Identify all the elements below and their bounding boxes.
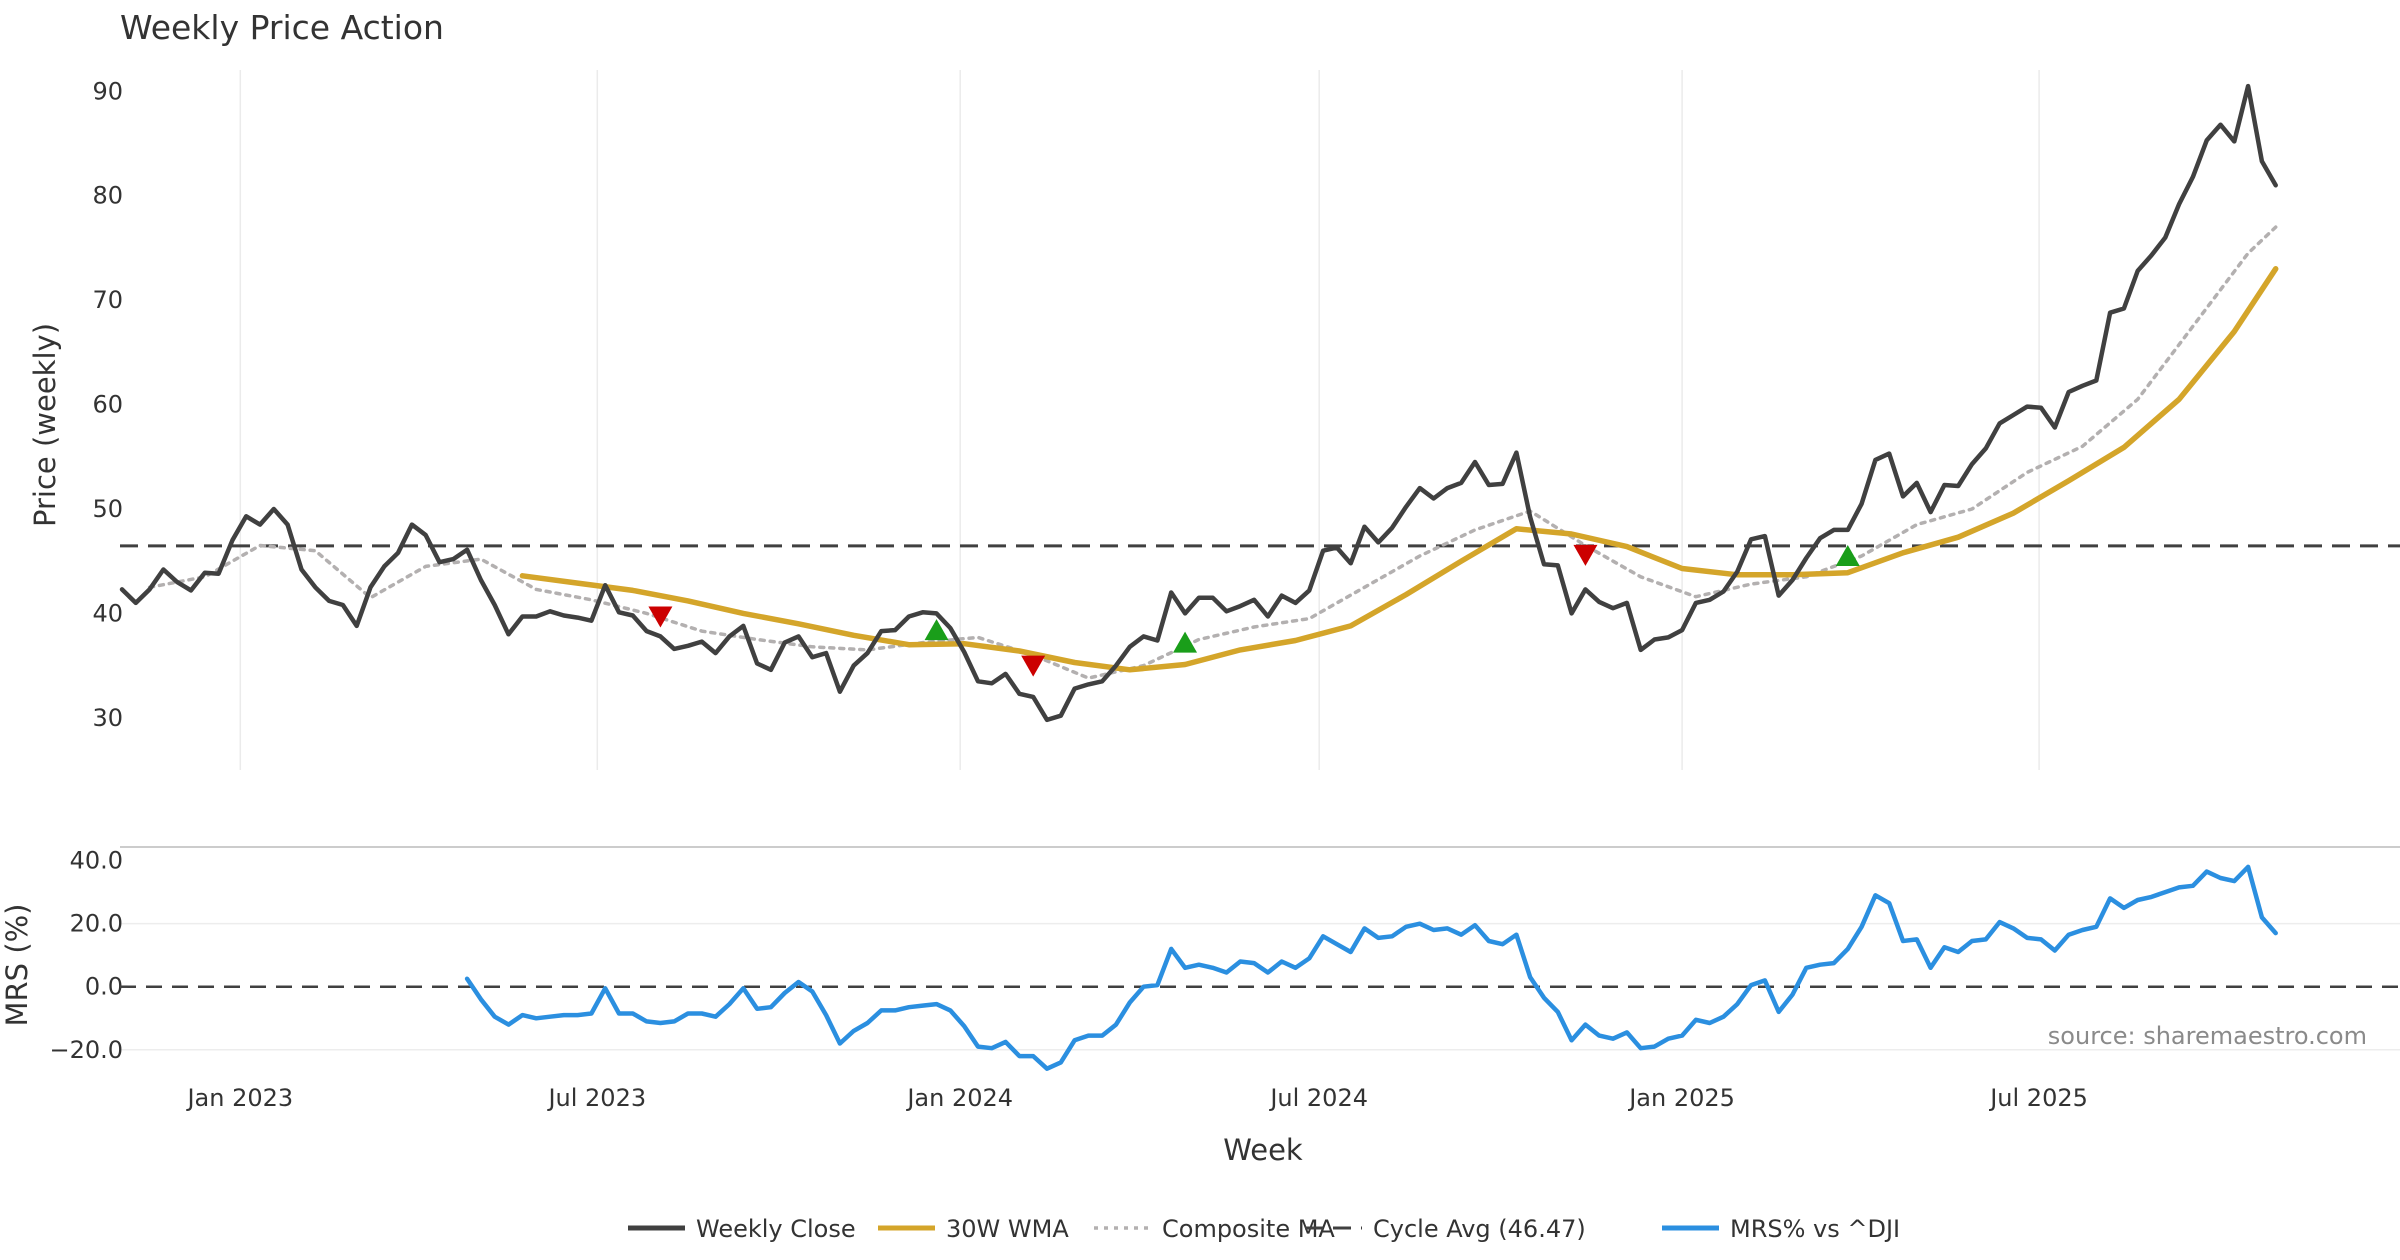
sell-signal-marker-3	[1573, 544, 1598, 566]
price-y-tick-50: 50	[92, 495, 123, 523]
chart-title: Weekly Price Action	[120, 8, 444, 47]
x-tick-label-jan-2023: Jan 2023	[185, 1084, 293, 1112]
legend: Weekly Close 30W WMA Composite MA Cycle Avg…	[628, 1215, 1900, 1243]
price-y-tick-30: 30	[92, 704, 123, 732]
price-y-tick-70: 70	[92, 286, 123, 314]
mrs-panel: −20.0 0.0 20.0 40.0	[49, 846, 2400, 1071]
mrs-y-tick-20-0: 20.0	[70, 910, 123, 938]
price-panel: 30 40 50 60 70 80 90	[92, 70, 2400, 770]
price-y-tick-60: 60	[92, 391, 123, 419]
mrs-y-tick-40-0: 40.0	[70, 847, 123, 875]
series-line-30w-wma	[519, 266, 2279, 673]
legend-label-30w-wma: 30W WMA	[946, 1215, 1069, 1243]
x-axis-label: Week	[1223, 1133, 1303, 1167]
price-y-tick-80: 80	[92, 182, 123, 210]
source-label: source: sharemaestro.com	[2048, 1022, 2367, 1050]
mrs-y-tick-0-0: 0.0	[85, 973, 123, 1001]
series-line-mrs-vs-dji	[464, 864, 2278, 1071]
legend-label-mrs-vs-dji: MRS% vs ^DJI	[1730, 1215, 1900, 1243]
legend-label-cycle-avg-46-47: Cycle Avg (46.47)	[1373, 1215, 1586, 1243]
x-axis-ticks: Jan 2023 Jul 2023 Jan 2024 Jul 2024 Jan 2025…	[185, 1084, 2087, 1112]
price-y-tick-90: 90	[92, 77, 123, 105]
legend-label-weekly-close: Weekly Close	[696, 1215, 856, 1243]
x-tick-label-jan-2024: Jan 2024	[905, 1084, 1013, 1112]
price-y-tick-40: 40	[92, 599, 123, 627]
x-tick-label-jul-2023: Jul 2023	[546, 1084, 646, 1112]
x-tick-label-jul-2025: Jul 2025	[1988, 1084, 2088, 1112]
mrs-y-axis-label: MRS (%)	[0, 904, 34, 1027]
price-y-axis-label: Price (weekly)	[28, 323, 62, 527]
series-line-composite-ma	[147, 225, 2278, 680]
x-tick-label-jan-2025: Jan 2025	[1627, 1084, 1735, 1112]
sell-signal-marker-2	[1021, 655, 1046, 677]
mrs-y-tick-minus-20-0: −20.0	[49, 1036, 123, 1064]
buy-signal-marker-1	[924, 619, 949, 641]
x-tick-label-jul-2024: Jul 2024	[1268, 1084, 1368, 1112]
buy-signal-marker-3	[1835, 544, 1860, 566]
buy-signal-marker-2	[1173, 631, 1198, 653]
sell-signal-marker-1	[648, 606, 673, 628]
series-line-weekly-close	[119, 83, 2278, 723]
